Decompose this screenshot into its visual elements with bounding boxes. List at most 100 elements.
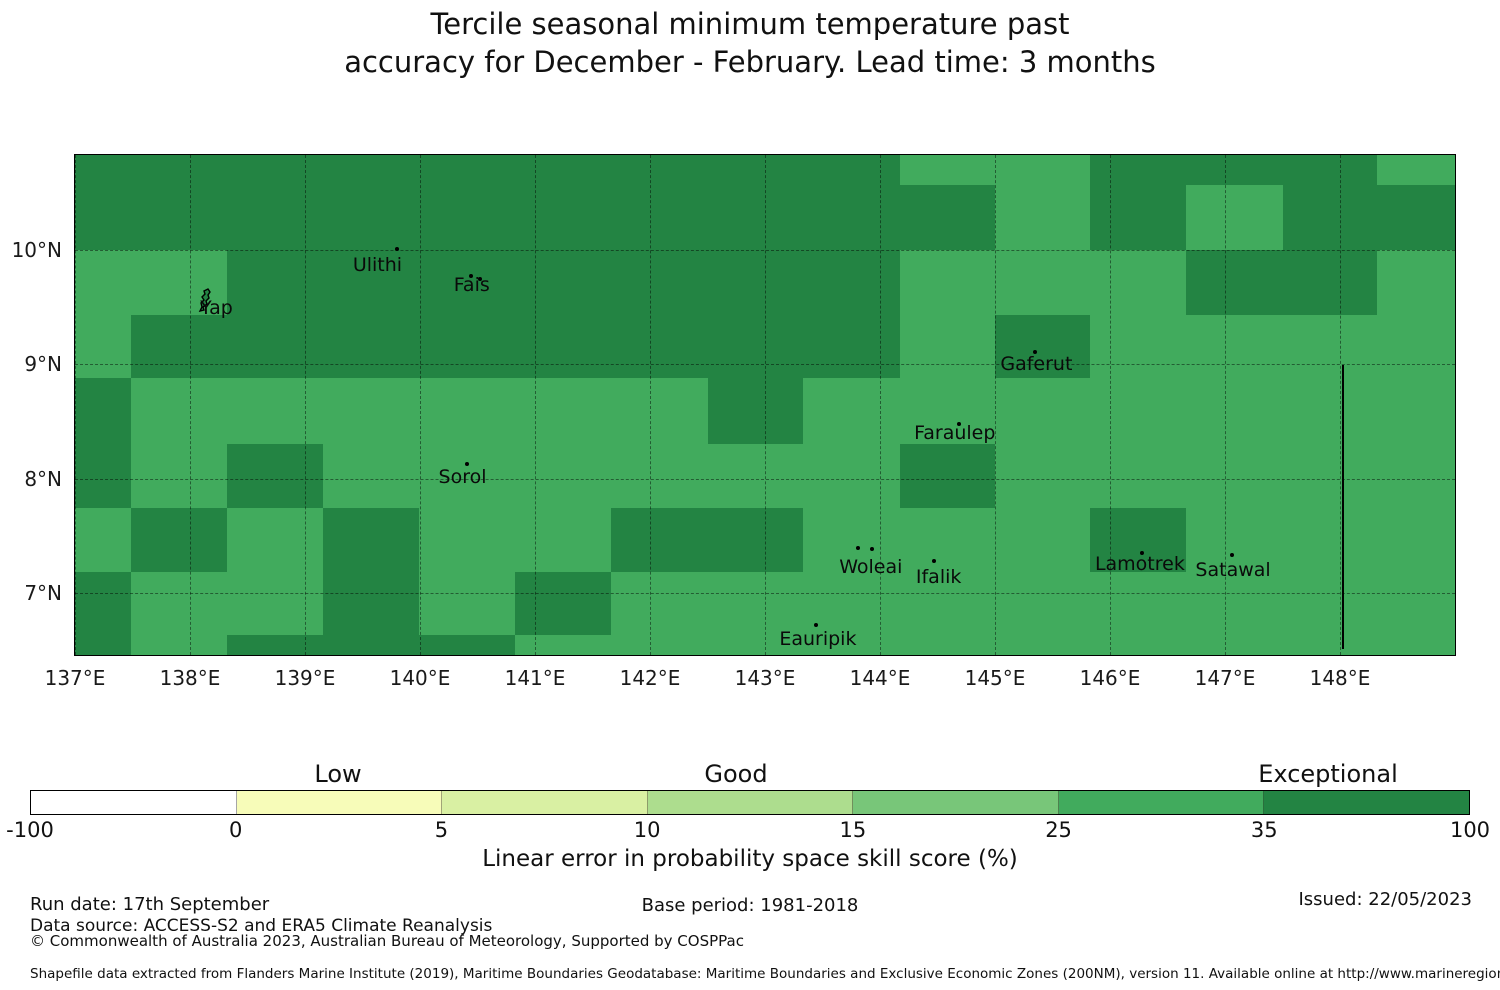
grid-cell — [323, 508, 420, 574]
parallel-gridline — [75, 250, 1455, 251]
colorbar-category-label: Exceptional — [1258, 760, 1398, 788]
parallel-gridline — [75, 478, 1455, 480]
grid-cell — [515, 572, 612, 636]
x-axis-tick-label: 147°E — [1194, 666, 1256, 690]
x-axis-tick-label: 143°E — [734, 666, 796, 690]
woleai-island-marker — [869, 547, 874, 552]
base-period-text: Base period: 1981-2018 — [641, 895, 859, 916]
grid-cell — [802, 315, 901, 379]
grid-cell — [707, 155, 804, 186]
grid-cell — [1282, 635, 1378, 655]
grid-cell — [995, 315, 1092, 379]
grid-cell — [131, 184, 228, 251]
colorbar-segment — [31, 791, 237, 814]
grid-cell — [323, 572, 420, 636]
grid-cell — [899, 378, 996, 445]
grid-cell — [995, 184, 1092, 251]
grid-cell — [1185, 315, 1284, 379]
ifalik-island-label: Ifalik — [915, 565, 962, 588]
colorbar-segment — [853, 791, 1059, 814]
grid-cell — [899, 315, 996, 379]
grid-cell — [610, 635, 709, 655]
grid-cell — [323, 155, 420, 186]
grid-cell — [75, 184, 133, 251]
grid-cell — [75, 508, 133, 574]
colorbar-tick-label: -100 — [6, 818, 54, 842]
parallel-gridline — [75, 592, 1455, 594]
grid-cell — [995, 572, 1092, 636]
colorbar-tick-label: 0 — [229, 818, 243, 842]
grid-cell — [610, 155, 709, 186]
ulithi-island-label: Ulithi — [352, 253, 403, 276]
sorol-island-label: Sorol — [438, 466, 487, 489]
faraulep-island-label: Faraulep — [914, 421, 996, 444]
meridian-gridline — [880, 155, 881, 655]
grid-cell — [1185, 508, 1284, 574]
grid-cell — [707, 508, 804, 574]
grid-cell — [418, 315, 517, 379]
grid-cell — [131, 315, 228, 379]
y-axis-tick-label: 9°N — [24, 352, 62, 377]
grid-cell — [75, 572, 133, 636]
grid-cell — [75, 250, 133, 316]
grid-cell — [1282, 444, 1378, 509]
x-axis-tick-label: 144°E — [849, 666, 911, 690]
grid-cell — [131, 378, 228, 445]
eauripik-island-label: Eauripik — [779, 627, 857, 650]
grid-cell — [515, 378, 612, 445]
grid-cell — [1282, 184, 1378, 251]
grid-cell — [802, 184, 901, 251]
colorbar-tick-label: 35 — [1250, 818, 1278, 842]
grid-cell — [995, 378, 1092, 445]
grid-cell — [1376, 444, 1455, 509]
grid-cell — [1185, 250, 1284, 316]
grid-cell — [899, 572, 996, 636]
grid-cell — [323, 250, 420, 316]
grid-cell — [802, 155, 901, 186]
x-axis-tick-label: 138°E — [159, 666, 221, 690]
grid-cell — [515, 155, 612, 186]
grid-cell — [226, 444, 325, 509]
run-date-text: Run date: 17th September — [30, 894, 270, 915]
grid-cell — [323, 184, 420, 251]
chart-title-line2: accuracy for December - February. Lead t… — [344, 45, 1156, 79]
grid-cell — [226, 155, 325, 186]
grid-cell — [1090, 155, 1187, 186]
grid-cell — [323, 378, 420, 445]
chart-title: Tercile seasonal minimum temperature pas… — [0, 5, 1500, 81]
meridian-gridline — [190, 155, 191, 655]
grid-cell — [418, 635, 517, 655]
grid-cell — [1090, 315, 1187, 379]
grid-cell — [802, 250, 901, 316]
eez-maritime-boundary-line — [1342, 365, 1345, 649]
grid-cell — [995, 155, 1092, 186]
chart-title-line1: Tercile seasonal minimum temperature pas… — [430, 7, 1070, 41]
grid-cell — [1376, 184, 1455, 251]
grid-cell — [515, 444, 612, 509]
grid-cell — [707, 378, 804, 445]
grid-cell — [1282, 315, 1378, 379]
ulithi-island-marker — [395, 246, 399, 251]
grid-cell — [707, 635, 804, 655]
grid-cell — [610, 250, 709, 316]
meridian-gridline — [305, 155, 306, 655]
parallel-gridline — [75, 364, 1455, 366]
sorol-island-marker — [465, 461, 470, 466]
colorbar-segment — [1058, 791, 1265, 814]
grid-cell — [1090, 184, 1187, 251]
grid-cell — [995, 508, 1092, 574]
grid-cell — [418, 508, 517, 574]
fais-island-label: Fais — [453, 274, 490, 297]
grid-cell — [131, 508, 228, 574]
data-source-text: Data source: ACCESS-S2 and ERA5 Climate … — [30, 916, 493, 936]
satawal-island-label: Satawal — [1195, 559, 1271, 582]
grid-cell — [899, 635, 996, 655]
fais-island-marker — [477, 276, 482, 281]
grid-cell — [610, 444, 709, 509]
x-axis-tick-label: 141°E — [504, 666, 566, 690]
grid-cell — [131, 572, 228, 636]
grid-cell — [418, 444, 517, 509]
grid-cell — [75, 155, 133, 186]
colorbar-segment — [1264, 791, 1470, 814]
